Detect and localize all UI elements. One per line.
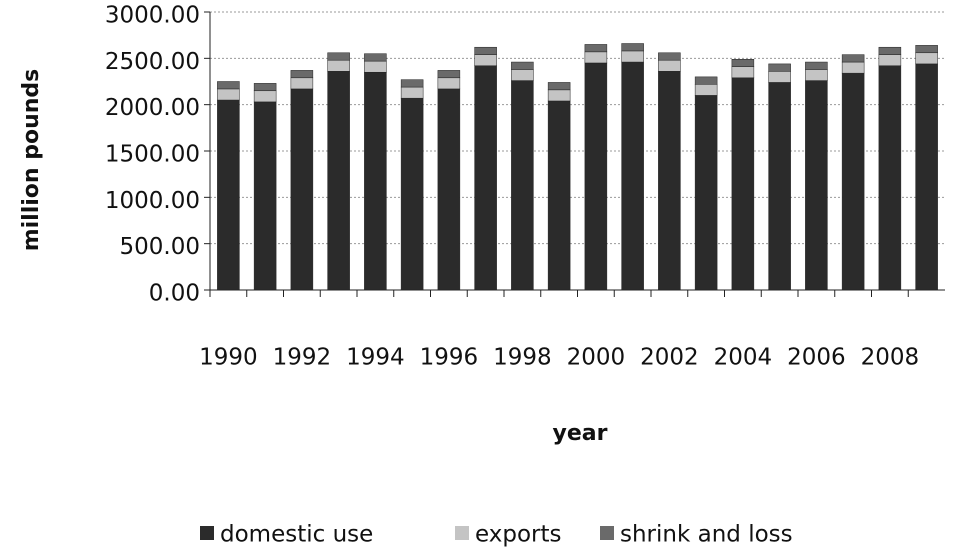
bar-segment xyxy=(217,88,240,101)
bar-segment xyxy=(547,100,571,291)
bar-segment xyxy=(547,89,571,102)
bar-segment xyxy=(805,69,828,81)
bar-segment xyxy=(253,101,277,291)
legend-swatch xyxy=(600,526,614,540)
y-tick-label: 0.00 xyxy=(149,281,200,307)
x-tick-label: 1994 xyxy=(346,345,405,371)
bar-segment xyxy=(878,46,902,55)
bar-segment xyxy=(364,71,387,291)
bar-segment xyxy=(878,65,902,291)
y-tick-label: 1500.00 xyxy=(105,142,200,168)
y-tick-label: 2500.00 xyxy=(105,49,200,75)
bar-segment xyxy=(511,69,534,81)
y-tick-label: 500.00 xyxy=(120,234,200,260)
bar-segment xyxy=(731,66,755,79)
bar-segment xyxy=(915,63,938,291)
bar-segment xyxy=(327,71,350,291)
bar-segment xyxy=(437,88,461,291)
bar-segment xyxy=(400,86,424,99)
bar-segment xyxy=(694,76,718,85)
bar-segment xyxy=(915,52,938,65)
bar-segment xyxy=(290,88,314,291)
bar-segment xyxy=(400,79,424,88)
bar-segment xyxy=(768,63,791,72)
legend-label: shrink and loss xyxy=(620,522,793,548)
bar-segment xyxy=(217,99,240,291)
bar-segment xyxy=(731,77,755,291)
x-tick-label: 2008 xyxy=(861,345,920,371)
bar-segment xyxy=(841,61,865,74)
x-tick-label: 2000 xyxy=(567,345,626,371)
bar-segment xyxy=(841,72,865,291)
bar-segment xyxy=(658,59,681,72)
bar-segment xyxy=(805,61,828,70)
x-tick-label: 2002 xyxy=(640,345,699,371)
legend-swatch xyxy=(200,526,214,540)
y-tick-label: 1000.00 xyxy=(105,188,200,214)
bar-segment xyxy=(364,53,387,62)
bar-segment xyxy=(621,61,644,291)
bar-segment xyxy=(290,70,314,79)
x-tick-label: 2006 xyxy=(787,345,846,371)
bar-segment xyxy=(584,51,608,64)
bar-segment xyxy=(217,81,240,90)
bar-segment xyxy=(327,52,350,61)
x-tick-label: 1998 xyxy=(493,345,552,371)
bar-segment xyxy=(253,90,277,103)
bar-segment xyxy=(621,43,644,52)
bar-segment xyxy=(474,65,497,291)
bar-segment xyxy=(841,54,865,63)
bar-segment xyxy=(364,60,387,73)
bar-segment xyxy=(547,82,571,91)
bar-segment xyxy=(805,80,828,291)
bar-segment xyxy=(511,61,534,70)
bar-segment xyxy=(915,45,938,54)
bar-segment xyxy=(327,59,350,72)
x-tick-label: 1990 xyxy=(199,345,258,371)
bar-segment xyxy=(621,50,644,63)
bar-segment xyxy=(437,70,461,79)
x-tick-label: 1996 xyxy=(420,345,479,371)
bar-segment xyxy=(437,77,461,90)
x-axis-label: year xyxy=(553,421,608,446)
legend-swatch xyxy=(455,526,469,540)
legend-label: domestic use xyxy=(220,522,373,548)
y-tick-label: 3000.00 xyxy=(105,3,200,29)
bar-segment xyxy=(658,52,681,61)
bar-segment xyxy=(731,59,755,67)
bar-segment xyxy=(511,80,534,291)
bar-segment xyxy=(290,77,314,90)
bar-segment xyxy=(474,46,497,55)
bar-segment xyxy=(584,62,608,291)
bar-segment xyxy=(768,71,791,83)
y-axis-label: million pounds xyxy=(19,69,44,252)
y-tick-label: 2000.00 xyxy=(105,95,200,121)
bar-segment xyxy=(584,44,608,53)
x-tick-label: 1992 xyxy=(273,345,332,371)
bar-segment xyxy=(694,95,718,291)
legend-label: exports xyxy=(475,522,562,548)
x-tick-label: 2004 xyxy=(714,345,773,371)
bar-segment xyxy=(253,83,277,92)
bar-segment xyxy=(400,97,424,291)
bar-segment xyxy=(694,84,718,96)
bar-segment xyxy=(658,71,681,291)
bar-segment xyxy=(768,82,791,291)
bar-segment xyxy=(878,54,902,66)
bar-segment xyxy=(474,54,497,66)
